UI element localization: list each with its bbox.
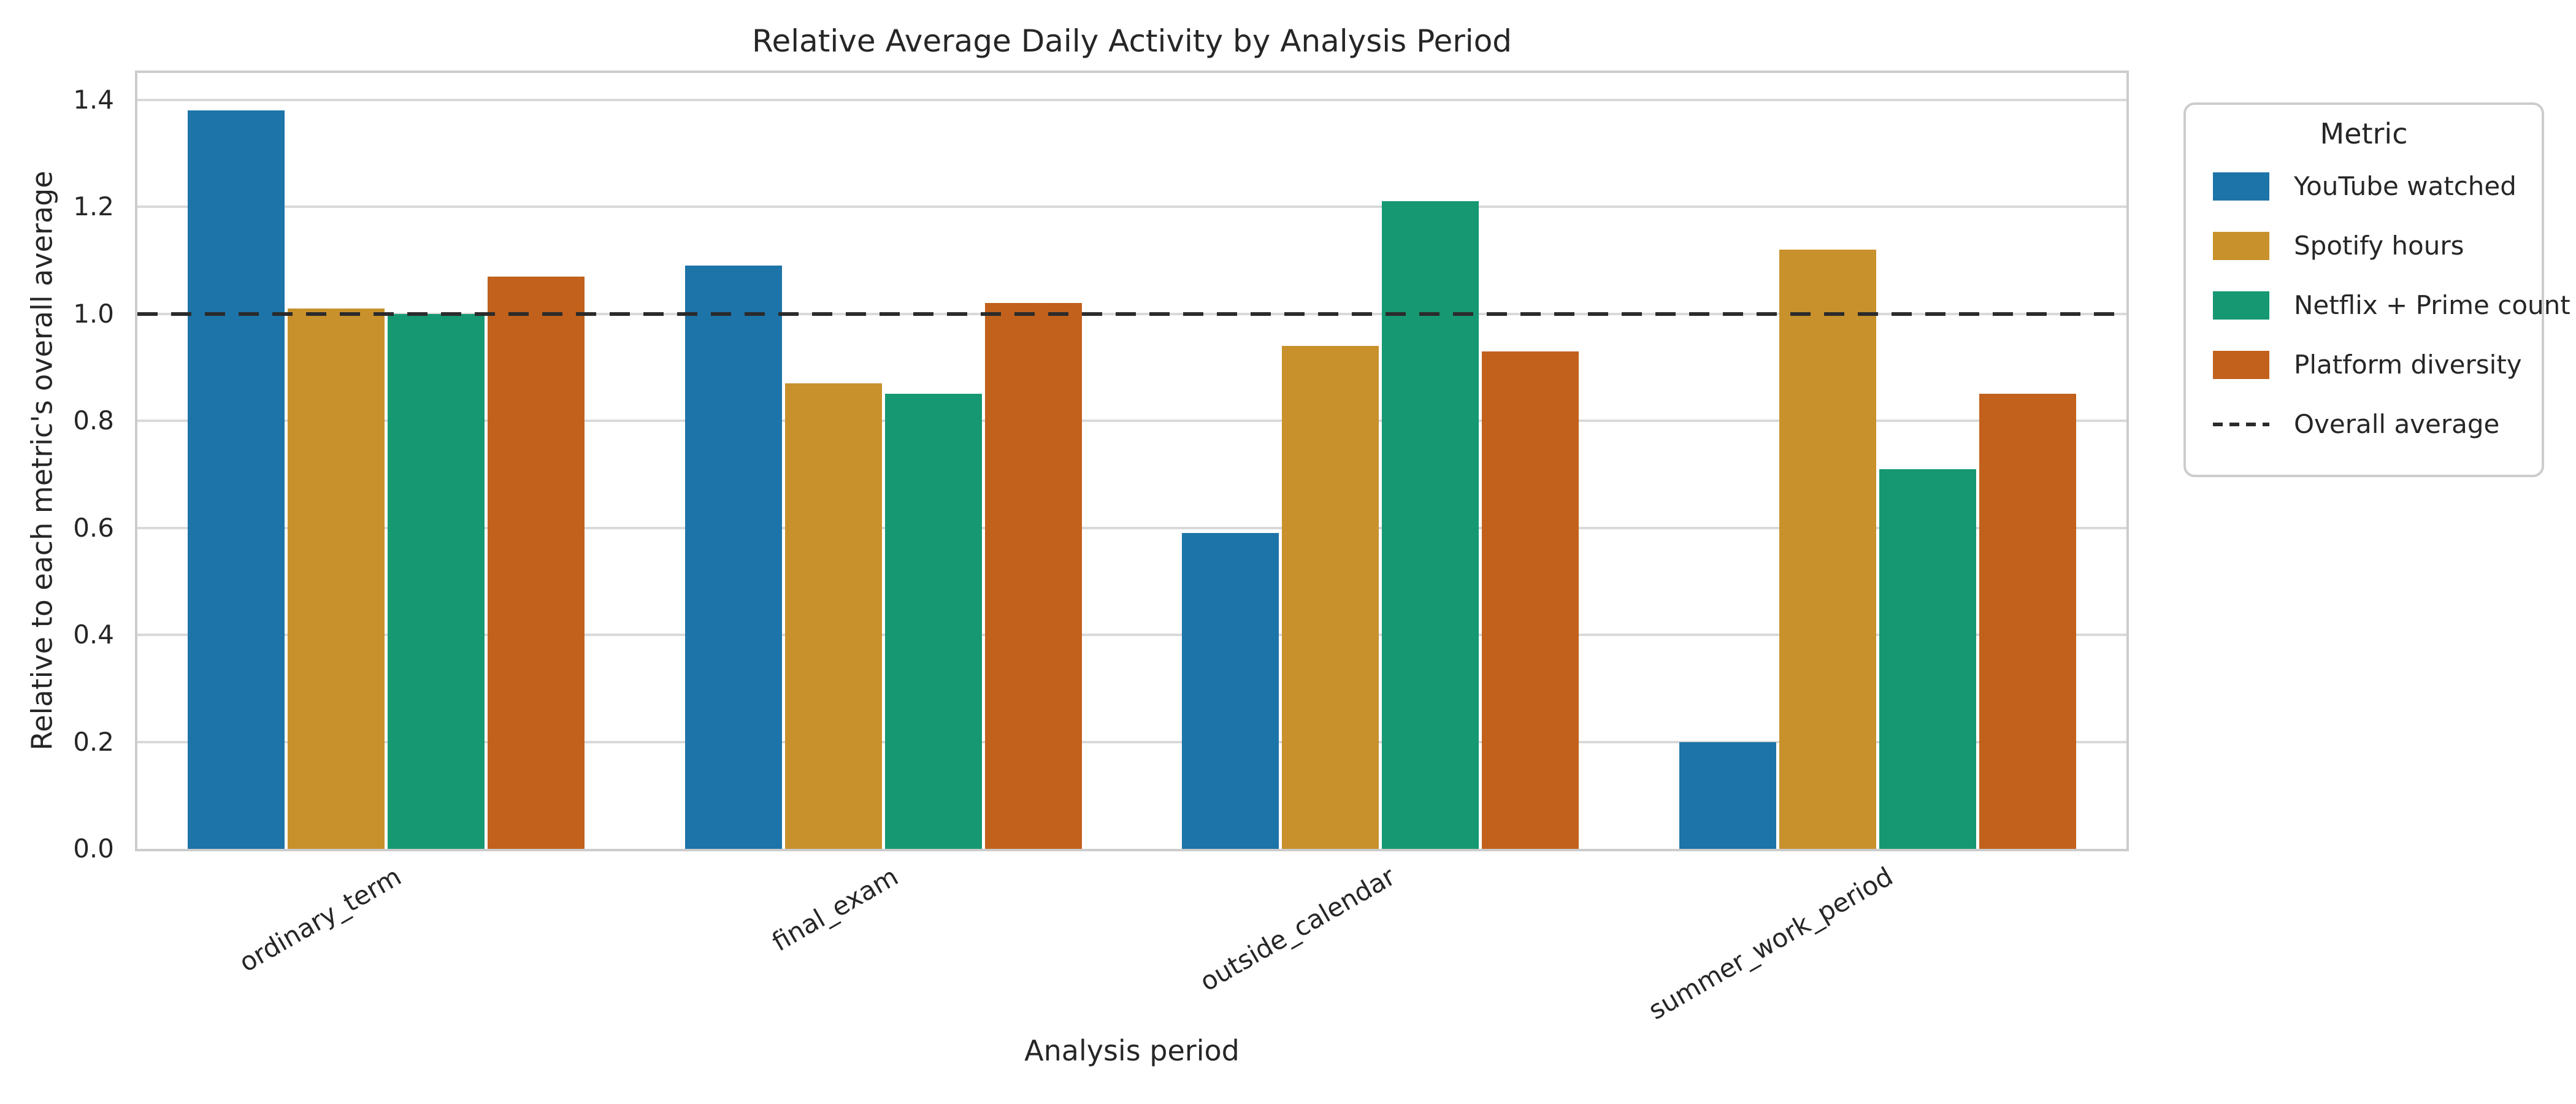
legend-item: YouTube watched	[2203, 156, 2524, 216]
gridline	[137, 205, 2126, 209]
legend-item: Netflix + Prime count	[2203, 275, 2570, 335]
gridline	[137, 526, 2126, 529]
bar-group-final_exam	[684, 266, 1082, 849]
y-tick-label: 1.4	[73, 84, 114, 115]
chart-title: Relative Average Daily Activity by Analy…	[751, 23, 1512, 59]
bar-summer_work_period-platform-diversity	[1979, 394, 2077, 849]
y-tick-label: 0.6	[73, 512, 114, 543]
legend-color-swatch	[2213, 350, 2269, 379]
bar-outside_calendar-spotify-hours	[1282, 346, 1379, 849]
bar-summer_work_period-youtube-watched	[1679, 742, 1777, 849]
x-axis-label: Analysis period	[1024, 1034, 1240, 1067]
dashed-line-icon	[2213, 422, 2269, 426]
legend-item: Overall average	[2203, 394, 2524, 454]
y-tick-label: 0.8	[73, 405, 114, 436]
legend-title: Metric	[2320, 117, 2408, 150]
bar-group-outside_calendar	[1182, 201, 1579, 849]
bar-summer_work_period-spotify-hours	[1779, 250, 1877, 849]
bar-ordinary_term-netflix-prime-count	[387, 314, 485, 849]
bar-outside_calendar-netflix-prime-count	[1382, 201, 1479, 849]
legend-label: YouTube watched	[2294, 171, 2517, 201]
gridline	[137, 740, 2126, 743]
bar-ordinary_term-spotify-hours	[287, 309, 385, 849]
x-tick-label-outside_calendar: outside_calendar	[1195, 861, 1401, 997]
legend-color-swatch	[2213, 291, 2269, 320]
bar-summer_work_period-netflix-prime-count	[1879, 469, 1977, 849]
bar-final_exam-spotify-hours	[784, 383, 882, 849]
bar-final_exam-platform-diversity	[984, 303, 1082, 849]
legend-color-swatch	[2213, 172, 2269, 201]
legend-label: Netflix + Prime count	[2294, 289, 2570, 320]
x-tick-label-final_exam: final_exam	[767, 861, 903, 957]
x-tick-label-summer_work_period: summer_work_period	[1643, 861, 1898, 1025]
legend-label: Overall average	[2294, 408, 2500, 439]
gridline	[137, 634, 2126, 637]
legend-item: Platform diversity	[2203, 335, 2524, 394]
bar-group-ordinary_term	[187, 110, 585, 849]
plot-area	[135, 71, 2129, 851]
y-tick-label: 1.2	[73, 191, 114, 222]
bar-ordinary_term-platform-diversity	[487, 277, 585, 849]
legend-items: YouTube watched Spotify hours Netflix + Pr…	[2203, 156, 2570, 454]
x-tick-label-ordinary_term: ordinary_term	[234, 861, 406, 978]
legend-item: Spotify hours	[2203, 216, 2524, 275]
bar-group-summer_work_period	[1679, 250, 2077, 849]
bar-outside_calendar-platform-diversity	[1482, 351, 1579, 849]
y-tick-label: 0.2	[73, 726, 114, 757]
overall-average-line	[137, 312, 2126, 316]
gridline	[137, 420, 2126, 423]
legend-label: Platform diversity	[2294, 349, 2522, 380]
legend-color-swatch	[2213, 231, 2269, 260]
legend-label: Spotify hours	[2294, 230, 2464, 261]
y-tick-label: 0.4	[73, 619, 114, 650]
bar-ordinary_term-youtube-watched	[187, 110, 285, 849]
y-tick-label: 0.0	[73, 834, 114, 864]
y-tick-label: 1.0	[73, 298, 114, 329]
bar-final_exam-youtube-watched	[684, 266, 782, 849]
gridline	[137, 98, 2126, 101]
legend: Metric YouTube watched Spotify hours Netfl…	[2183, 102, 2570, 477]
bar-outside_calendar-youtube-watched	[1182, 533, 1279, 849]
bar-final_exam-netflix-prime-count	[884, 394, 982, 849]
